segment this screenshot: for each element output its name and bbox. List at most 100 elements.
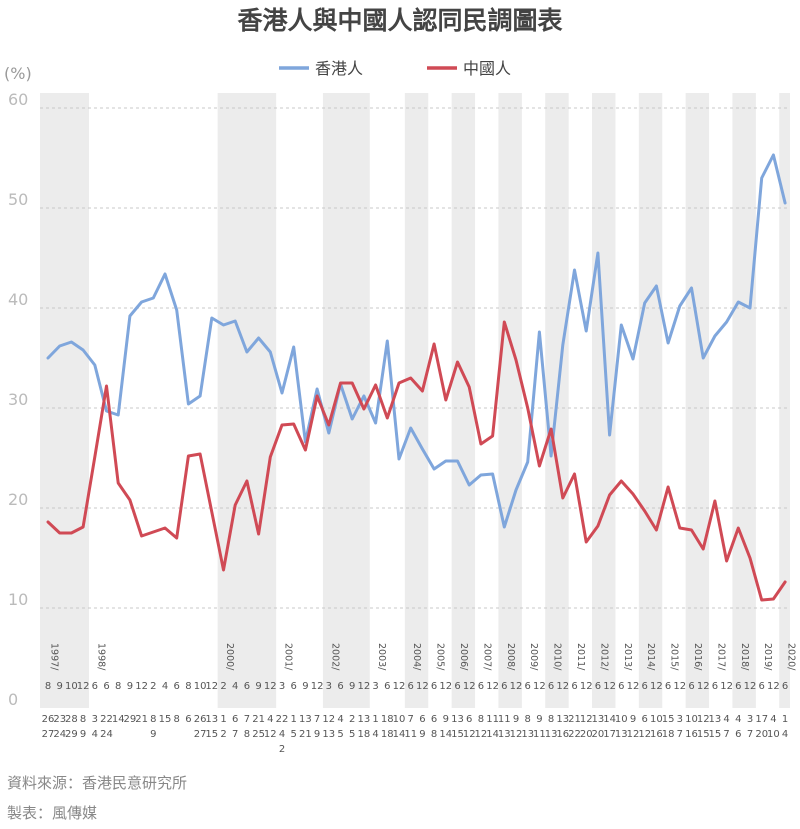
x-day-label: 5	[349, 729, 355, 740]
year-band	[404, 93, 429, 708]
x-day-label: 12	[627, 729, 640, 740]
x-month-label: 12	[580, 681, 593, 692]
x-year-label: 2017/	[715, 643, 726, 671]
x-year-label: 2006/	[458, 643, 469, 671]
x-day-label: 12	[475, 729, 488, 740]
x-day-label: 18	[381, 729, 394, 740]
x-day-label: 1	[220, 714, 226, 725]
year-band	[732, 93, 756, 708]
x-month-label: 12	[205, 681, 218, 692]
x-month-label: 10	[194, 681, 207, 692]
y-tick-label: 60	[8, 90, 28, 109]
y-axis-unit: (%)	[4, 64, 32, 83]
x-month-label: 9	[302, 681, 308, 692]
x-day-label: 4	[267, 714, 273, 725]
x-day-label: 15	[709, 729, 722, 740]
x-year-label: 2012/	[598, 643, 609, 671]
x-year-label: 2016/	[692, 643, 703, 671]
x-axis-labels: 1997/1998/2000/2001/2002/2003/2004/2005/…	[42, 643, 797, 755]
x-day-label: 18	[358, 729, 371, 740]
y-tick-label: 0	[8, 690, 18, 709]
x-day-label: 4	[770, 714, 776, 725]
x-day-label: 13	[498, 729, 511, 740]
x-day-label: 4	[279, 729, 285, 740]
x-day-label: 21	[135, 714, 148, 725]
x-day-label: 2	[349, 714, 355, 725]
x-day-label: 4	[337, 714, 343, 725]
x-day-label: 15	[697, 729, 710, 740]
x-month-label: 12	[720, 681, 733, 692]
legend: 香港人 中國人	[279, 59, 511, 78]
x-day-label: 4	[735, 714, 741, 725]
x-day-label: 14	[486, 729, 499, 740]
x-day-label: 7	[677, 729, 683, 740]
x-day-label: 9	[513, 714, 519, 725]
x-month-label: 8	[115, 681, 121, 692]
x-day-label: 9	[536, 714, 542, 725]
x-month-label: 6	[571, 681, 577, 692]
x-month-label: 6	[244, 681, 250, 692]
x-day-label: 1	[291, 714, 297, 725]
x-day-label: 4	[723, 714, 729, 725]
x-month-label: 12	[510, 681, 523, 692]
x-day-label: 14	[603, 714, 616, 725]
x-day-label: 11	[533, 729, 546, 740]
x-day-label: 24	[100, 729, 113, 740]
x-day-label: 1	[782, 714, 788, 725]
year-bands	[40, 93, 790, 708]
x-day-label: 6	[466, 714, 472, 725]
x-day-label: 23	[53, 714, 66, 725]
x-day-label: 5	[291, 729, 297, 740]
x-day-label: 7	[747, 729, 753, 740]
x-month-label: 6	[642, 681, 648, 692]
x-month-label: 12	[673, 681, 686, 692]
x-month-label: 12	[486, 681, 499, 692]
x-day-label: 6	[232, 714, 238, 725]
x-day-label: 22	[568, 729, 581, 740]
x-year-label: 1998/	[95, 643, 106, 671]
x-day-label: 15	[205, 729, 218, 740]
x-day-label: 16	[650, 729, 663, 740]
x-day-label: 16	[685, 729, 698, 740]
x-day-label: 12	[638, 729, 651, 740]
x-day-label: 12	[697, 714, 710, 725]
x-month-label: 4	[232, 681, 238, 692]
x-day-label: 16	[556, 729, 569, 740]
x-month-label: 12	[264, 681, 277, 692]
x-day-label: 22	[276, 714, 289, 725]
x-month-label: 6	[174, 681, 180, 692]
x-year-label: 2020/	[786, 643, 797, 671]
x-year-label: 2004/	[411, 643, 422, 671]
x-month-label: 2	[150, 681, 156, 692]
x-day-label: 2	[279, 744, 285, 755]
x-day-label: 29	[124, 714, 137, 725]
x-day-label: 17	[755, 714, 768, 725]
x-day-label: 9	[419, 729, 425, 740]
x-month-label: 6	[337, 681, 343, 692]
x-month-label: 6	[431, 681, 437, 692]
chart: 香港人與中國人認同民調圖表 香港人 中國人 (%) 0102030405060 …	[4, 6, 797, 755]
x-month-label: 9	[127, 681, 133, 692]
x-month-label: 3	[279, 681, 285, 692]
x-month-label: 6	[595, 681, 601, 692]
x-day-label: 8	[548, 714, 554, 725]
x-day-label: 5	[337, 729, 343, 740]
x-year-label: 1997/	[49, 643, 60, 671]
x-day-label: 8	[80, 714, 86, 725]
year-band	[779, 93, 790, 708]
year-band	[451, 93, 476, 708]
y-tick-label: 40	[8, 290, 28, 309]
x-year-label: 2008/	[505, 643, 516, 671]
x-month-label: 9	[255, 681, 261, 692]
x-month-label: 12	[393, 681, 406, 692]
gridlines	[40, 107, 790, 609]
x-day-label: 18	[662, 729, 675, 740]
x-day-label: 14	[112, 714, 125, 725]
x-month-label: 12	[135, 681, 148, 692]
x-day-label: 8	[174, 714, 180, 725]
x-year-label: 2018/	[739, 643, 750, 671]
x-year-label: 2001/	[283, 643, 294, 671]
x-month-label: 6	[291, 681, 297, 692]
x-day-label: 4	[92, 729, 98, 740]
x-day-label: 6	[735, 729, 741, 740]
